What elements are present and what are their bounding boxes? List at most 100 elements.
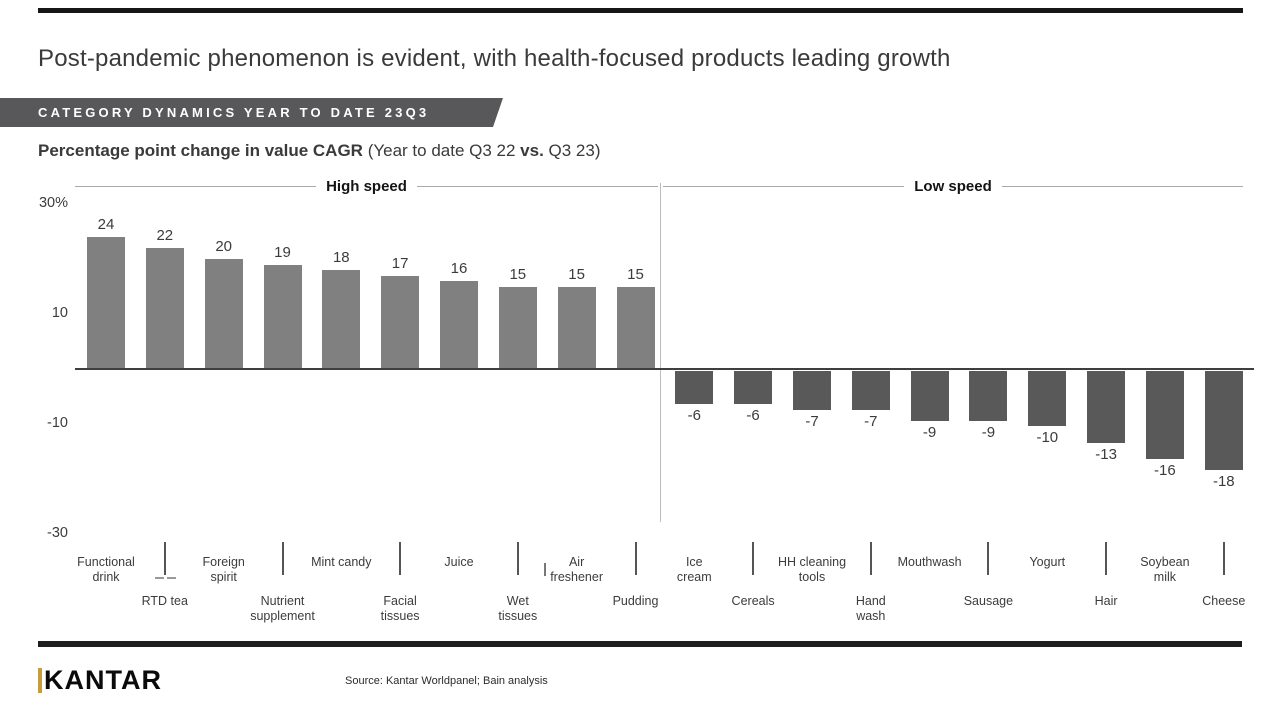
subtitle-period-2: Q3 23) — [543, 141, 601, 160]
bar-value-label: -9 — [922, 423, 937, 441]
bar — [1028, 371, 1067, 426]
bar-value-label: 19 — [274, 243, 291, 261]
bar-value-label: 15 — [627, 265, 644, 283]
category-label: Juice — [401, 555, 517, 570]
category-label-line: Mouthwash — [897, 555, 962, 569]
category-label-line: Wet — [506, 594, 529, 608]
bar — [557, 286, 596, 369]
bar — [145, 248, 184, 369]
bar — [616, 286, 655, 369]
bar-value-label: -13 — [1095, 445, 1117, 463]
logo-wordmark: KANTAR — [44, 664, 162, 695]
category-tick — [399, 542, 402, 575]
category-label: Mint candy — [283, 555, 399, 570]
category-label: Cereals — [695, 594, 811, 609]
category-label-line: tissues — [498, 608, 538, 623]
bar-value-label: -18 — [1212, 473, 1235, 490]
category-label-line: Mint candy — [311, 555, 372, 569]
subtitle-measure: Percentage point change in value CAGR — [38, 141, 363, 160]
category-tick — [987, 542, 990, 575]
bar-value-label: 16 — [450, 260, 468, 277]
page-title: Post-pandemic phenomenon is evident, wit… — [38, 45, 951, 72]
category-label-line: Cheese — [1202, 594, 1246, 608]
category-tick — [163, 542, 166, 575]
bar-value-label: -9 — [981, 423, 996, 441]
bar — [440, 281, 478, 369]
low-speed-header: Low speed — [663, 177, 1244, 195]
category-tick — [1105, 542, 1108, 575]
bar — [793, 371, 831, 410]
section-banner: CATEGORY DYNAMICS YEAR TO DATE 23Q3 — [0, 98, 503, 127]
category-label: Facial tissues — [342, 594, 458, 623]
bar — [381, 275, 420, 369]
bar-value-label: 15 — [568, 265, 585, 283]
category-label: RTD tea — [107, 594, 223, 609]
header-line-right — [1001, 185, 1244, 187]
category-label: Pudding — [578, 594, 694, 609]
bar — [322, 270, 361, 369]
bar-value-label: -6 — [746, 407, 760, 424]
subtitle-vs: vs. — [520, 141, 544, 160]
high-speed-label: High speed — [326, 177, 407, 195]
bar — [1087, 371, 1126, 443]
category-tick — [869, 542, 872, 575]
category-tick — [634, 542, 637, 575]
section-banner-label: CATEGORY DYNAMICS YEAR TO DATE 23Q3 — [38, 105, 430, 120]
y-axis-tick-label: 10 — [51, 305, 68, 321]
category-label-line: Ice — [685, 555, 703, 569]
category-label-line: Pudding — [612, 594, 659, 608]
bar-value-label: 17 — [391, 254, 409, 272]
bar-value-label: 24 — [97, 216, 115, 233]
category-tick — [281, 542, 284, 575]
bar — [734, 371, 773, 404]
dash-mark — [155, 577, 164, 579]
category-label: Hand wash — [813, 594, 929, 623]
bar-value-label: 20 — [215, 238, 233, 255]
category-label: Nutrient supplement — [225, 594, 341, 623]
category-label-line: Foreign — [202, 555, 245, 569]
section-divider-line — [660, 183, 661, 522]
y-axis-tick-label: 30% — [38, 195, 68, 211]
bar-value-label: -7 — [805, 412, 819, 430]
category-label-line: supplement — [250, 608, 315, 623]
category-label: Ice cream — [636, 555, 752, 584]
header-line-left — [663, 185, 905, 187]
bar — [1204, 371, 1243, 470]
category-label-line: Sausage — [963, 594, 1014, 608]
category-label: Air freshener — [519, 555, 635, 584]
bar-value-label: -16 — [1154, 462, 1176, 479]
category-label-line: freshener — [550, 569, 603, 584]
y-axis-tick-label: -30 — [47, 525, 68, 541]
category-tick — [752, 542, 755, 575]
category-label: Soybean milk — [1107, 555, 1223, 584]
category-label-line: RTD tea — [141, 594, 188, 608]
zero-axis-line — [75, 368, 1254, 370]
bar — [851, 371, 890, 410]
category-label-line: Soybean — [1140, 555, 1190, 569]
category-label-line: drink — [92, 569, 120, 584]
category-label-line: spirit — [210, 569, 237, 584]
chart-subtitle: Percentage point change in value CAGR (Y… — [38, 141, 1138, 161]
category-label-line: HH cleaning — [777, 555, 847, 569]
bar — [498, 286, 537, 369]
header-line-right — [416, 185, 659, 187]
category-label: Yogurt — [989, 555, 1105, 570]
category-label: Functional drink — [48, 555, 164, 584]
category-label: HH cleaning tools — [754, 555, 870, 584]
bar-value-label: -10 — [1036, 429, 1059, 446]
category-label-line: tools — [798, 569, 826, 584]
bar — [969, 371, 1008, 421]
logo-gold-bar-icon — [38, 667, 42, 693]
category-label: Wet tissues — [460, 594, 576, 623]
y-axis-tick-label: -10 — [47, 415, 68, 431]
category-label: Sausage — [930, 594, 1046, 609]
bar-value-label: -7 — [864, 412, 878, 430]
category-label-line: Hair — [1094, 594, 1118, 608]
category-label: Foreign spirit — [166, 555, 282, 584]
low-speed-label: Low speed — [914, 177, 992, 195]
bar — [675, 371, 714, 404]
top-rule — [38, 8, 1243, 13]
category-label-line: tissues — [380, 608, 420, 623]
bar-value-label: -6 — [687, 407, 701, 424]
